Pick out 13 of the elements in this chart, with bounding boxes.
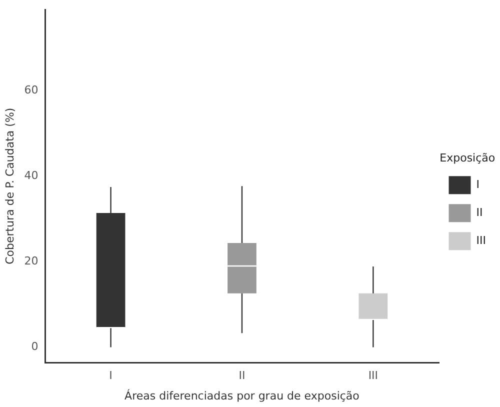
y-tick-label: 0 [31, 340, 38, 354]
legend-label: III [476, 234, 486, 247]
x-tick-label: II [238, 369, 246, 382]
y-tick-label: 60 [24, 84, 38, 97]
y-tick-label: 40 [24, 169, 38, 182]
legend-label: I [476, 178, 480, 191]
x-tick-label: III [368, 369, 378, 382]
legend-label: II [476, 206, 483, 219]
x-tick-label: I [109, 369, 112, 382]
legend-title: Exposição [440, 151, 496, 164]
x-axis-title: Áreas diferenciadas por grau de exposição [124, 388, 360, 402]
y-axis-title: Cobertura de P. Caudata (%) [3, 108, 16, 264]
y-tick-label: 20 [24, 254, 38, 268]
